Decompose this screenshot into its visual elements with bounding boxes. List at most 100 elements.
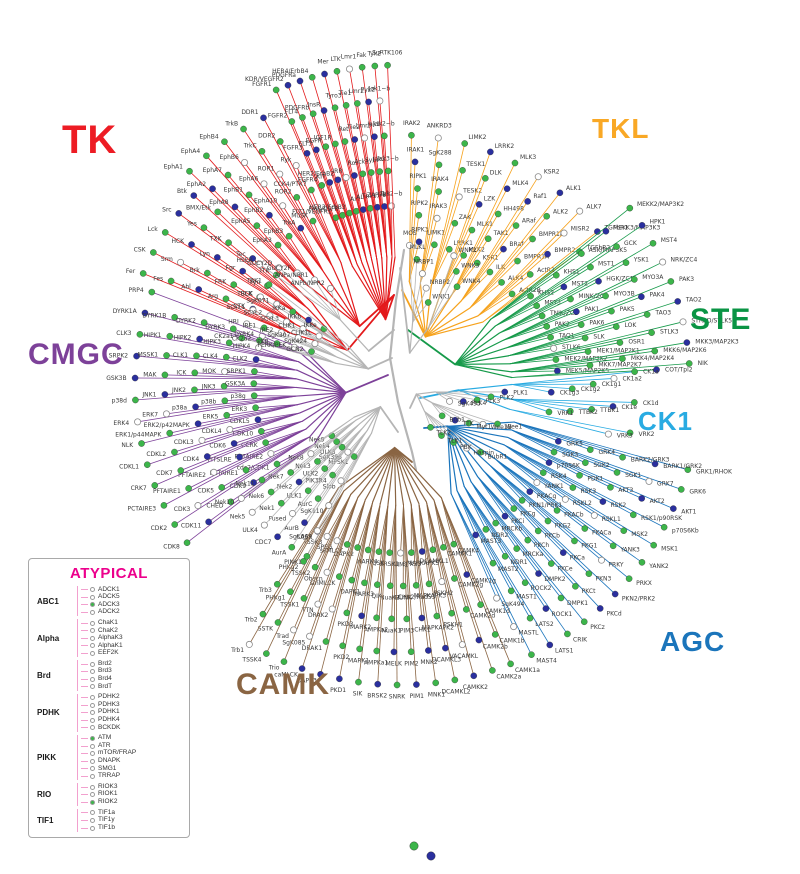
- tree-branch: [511, 429, 618, 473]
- tree-branch: [338, 499, 366, 577]
- kinase-label: PITSLRE: [207, 457, 231, 464]
- kinase-label: Nek8: [288, 455, 304, 462]
- kinase-node: [553, 271, 560, 279]
- kinase-node: [225, 239, 232, 246]
- kinase-label: RSKL1: [602, 516, 621, 523]
- kinase-label: IKKe: [304, 322, 317, 329]
- tree-branch: [224, 395, 297, 402]
- kinase-label: PIM3: [400, 627, 415, 634]
- kinase-label: PKCe: [557, 566, 572, 573]
- tree-branch: [364, 503, 381, 583]
- tree-branch: [359, 503, 381, 649]
- kinase-label: SgK424: [284, 338, 307, 345]
- kinase-label: Lmr2: [349, 88, 365, 95]
- tree-branch: [370, 406, 381, 434]
- kinase-node: [556, 189, 564, 197]
- kinase-label: Obscn: [304, 575, 323, 582]
- kinase-node: [280, 658, 288, 665]
- tree-branch: [294, 346, 336, 364]
- kinase-label: TTK: [462, 421, 475, 428]
- tree-branch: [367, 503, 381, 551]
- kinase-node: [386, 582, 394, 590]
- legend-branch-line: [81, 745, 88, 747]
- kinase-node: [453, 268, 460, 275]
- kinase-node: [613, 469, 621, 476]
- tree-branch: [332, 266, 361, 327]
- kinase-node: [273, 460, 281, 468]
- kinase-node: [256, 293, 264, 301]
- tree-branch: [217, 257, 302, 317]
- kinase-node: [274, 580, 281, 588]
- tree-branch: [511, 384, 573, 390]
- tree-branch: [409, 327, 430, 354]
- kinase-node: [336, 573, 343, 580]
- kinase-label: HUNK: [395, 594, 413, 601]
- kinase-node: [479, 420, 487, 428]
- kinase-node: [298, 665, 306, 672]
- kinase-node: [138, 440, 145, 447]
- tree-branch: [226, 404, 298, 416]
- tree-branch: [325, 146, 363, 263]
- kinase-node: [344, 448, 352, 456]
- kinase-node: [374, 680, 381, 688]
- legend-branch-line: [81, 737, 88, 739]
- kinase-node: [260, 324, 268, 332]
- kinase-node: [250, 380, 258, 387]
- tree-branch: [435, 391, 464, 402]
- kinase-label: LOK: [625, 322, 638, 329]
- kinase-label: MRCKa: [523, 551, 544, 558]
- tree-branch: [263, 117, 342, 263]
- tree-branch: [431, 402, 469, 424]
- tree-branch: [499, 451, 624, 532]
- kinase-node: [425, 647, 432, 654]
- kinase-label: TXK: [209, 236, 223, 243]
- tree-branch: [450, 493, 515, 627]
- kinase-label: DAPK1: [340, 588, 360, 595]
- kinase-label: PKN2/PRK2: [622, 596, 656, 603]
- tree-branch: [337, 447, 396, 489]
- tree-branch: [364, 137, 383, 259]
- kinase-node: [367, 204, 374, 212]
- kinase-label: MAK: [143, 372, 157, 379]
- kinase-label: PSKH1: [443, 622, 463, 629]
- legend-member: ADCK3: [81, 601, 181, 609]
- tree-branch: [393, 447, 412, 506]
- tree-branch: [174, 436, 311, 525]
- kinase-label: CDC7: [255, 539, 272, 546]
- tree-branch: [361, 503, 381, 616]
- kinase-node: [288, 118, 296, 125]
- kinase-label: CCRK: [241, 442, 259, 449]
- tree-branch: [292, 311, 345, 347]
- legend-member-label: ADCK5: [98, 593, 120, 601]
- tree-branch: [507, 437, 642, 499]
- tree-branch: [490, 253, 582, 320]
- kinase-node: [544, 250, 551, 258]
- kinase-node: [196, 335, 203, 343]
- legend-member-dot: [90, 684, 95, 690]
- kinase-label: CDK10: [233, 430, 254, 437]
- tree-branch: [450, 493, 498, 599]
- kinase-label: FGFR1: [252, 81, 272, 88]
- kinase-node: [648, 329, 655, 336]
- tree-branch: [507, 437, 580, 476]
- kinase-label: PKG2: [555, 522, 571, 529]
- tree-branch: [376, 504, 389, 618]
- kinase-node: [442, 644, 449, 652]
- kinase-label: PKCi: [511, 518, 524, 525]
- tree-branch: [311, 302, 349, 351]
- tree-branch: [454, 363, 512, 373]
- kinase-node: [547, 388, 555, 396]
- kinase-node: [620, 527, 628, 534]
- legend-member: TIF1y: [81, 817, 181, 825]
- tree-branch: [336, 497, 359, 541]
- kinase-node: [667, 278, 675, 285]
- tree-branch: [505, 281, 672, 349]
- kinase-node: [438, 432, 445, 439]
- tree-branch: [499, 315, 543, 334]
- kinase-label: EphB2: [244, 207, 264, 214]
- kinase-node: [214, 208, 221, 216]
- kinase-node: [432, 679, 439, 687]
- kinase-node: [277, 329, 285, 337]
- tree-branch: [415, 393, 433, 404]
